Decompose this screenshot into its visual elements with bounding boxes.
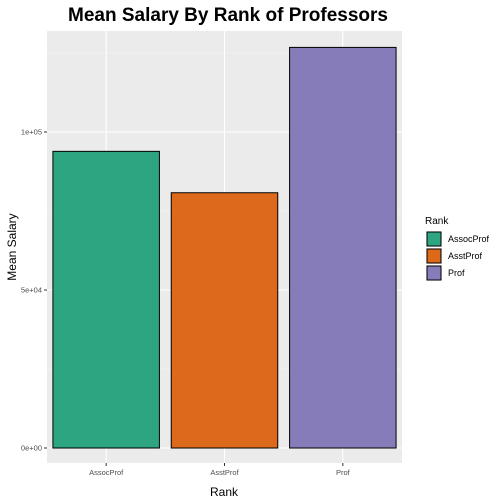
legend-label: Prof: [448, 268, 465, 278]
y-axis-ticks: 0e+00 5e+04 1e+05: [21, 128, 47, 453]
chart-title: Mean Salary By Rank of Professors: [68, 5, 388, 26]
legend-title: Rank: [425, 216, 449, 227]
y-tick-label: 5e+04: [21, 286, 42, 295]
x-axis-title: Rank: [210, 485, 239, 499]
legend: Rank AssocProf AsstProf Prof: [425, 216, 490, 281]
x-axis-ticks: AssocProf AsstProf Prof: [89, 463, 351, 477]
legend-swatch: [426, 231, 442, 247]
bar-assocprof: [52, 150, 160, 449]
legend-items: AssocProf AsstProf Prof: [426, 231, 490, 281]
legend-swatch: [426, 248, 442, 264]
y-tick-label: 0e+00: [21, 444, 42, 453]
legend-label: AsstProf: [448, 251, 483, 261]
y-axis-title: Mean Salary: [5, 213, 19, 280]
legend-swatch: [426, 265, 442, 281]
x-tick-label: AssocProf: [89, 468, 124, 477]
bars: [52, 46, 397, 449]
y-tick-label: 1e+05: [21, 128, 42, 137]
legend-label: AssocProf: [448, 234, 490, 244]
x-tick-label: Prof: [336, 468, 351, 477]
bar-asstprof: [170, 192, 279, 449]
bar-prof: [289, 46, 397, 449]
x-tick-label: AsstProf: [210, 468, 239, 477]
